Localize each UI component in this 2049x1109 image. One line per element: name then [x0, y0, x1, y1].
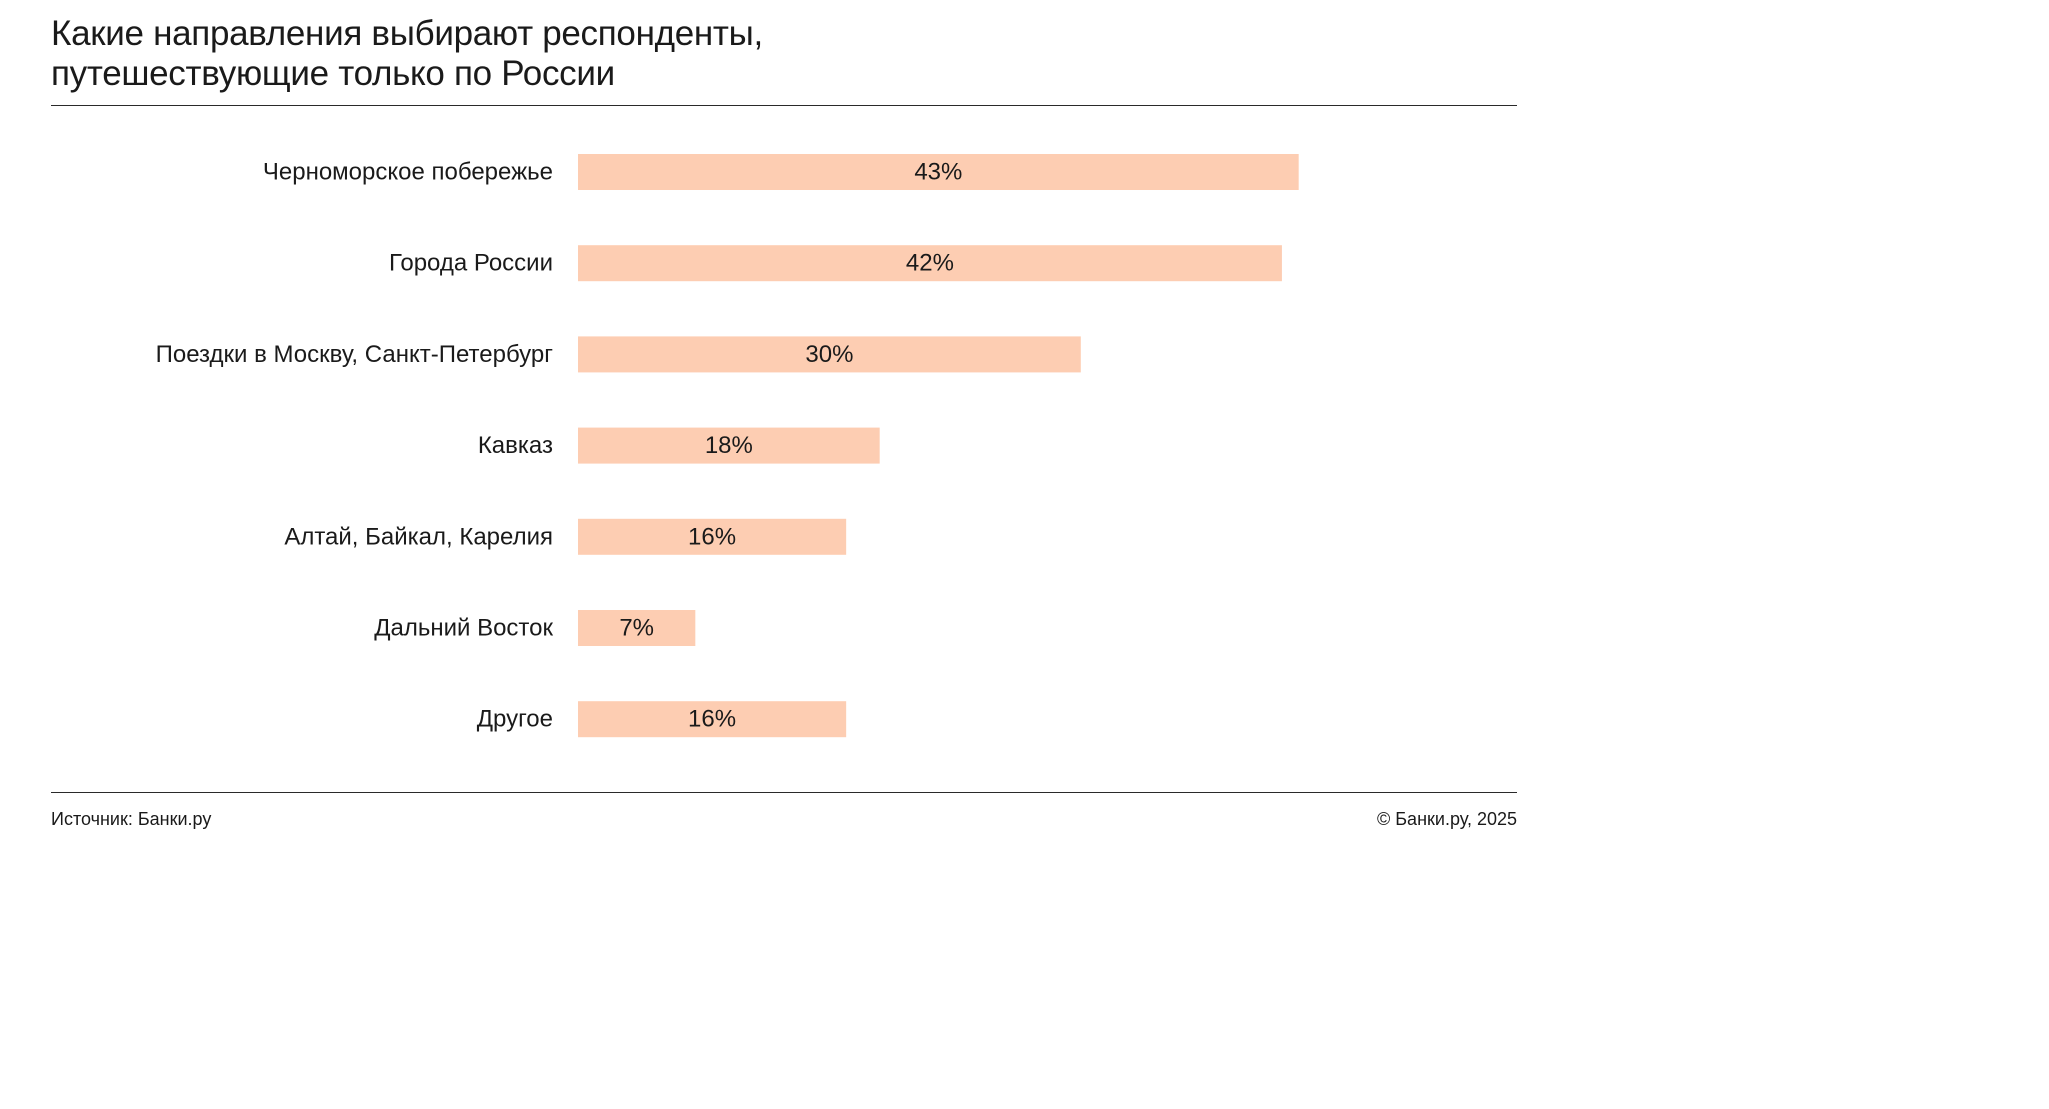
category-label: Кавказ — [478, 432, 553, 459]
bar-value-label: 7% — [619, 615, 654, 642]
chart-title: Какие направления выбирают респонденты, … — [51, 14, 1151, 94]
chart-title-line-1: Какие направления выбирают респонденты, — [51, 14, 763, 53]
category-label: Черноморское побережье — [263, 159, 553, 186]
copyright-note: © Банки.ру, 2025 — [1376, 809, 1517, 829]
bar — [578, 701, 847, 738]
bar-value-label: 42% — [906, 250, 954, 277]
top-divider — [51, 105, 1517, 106]
bar — [578, 427, 880, 464]
bar — [578, 518, 847, 555]
bar-value-label: 18% — [705, 432, 753, 459]
chart-title-line-2: путешествующие только по России — [51, 54, 615, 93]
bar — [578, 154, 1299, 190]
bar-row: Города России 42% — [389, 245, 1282, 282]
bar-value-label: 30% — [805, 341, 853, 368]
bar-value-label: 43% — [914, 159, 962, 186]
bar-chart: Черноморское побережье 43% Города России 42… — [156, 154, 1299, 738]
bar-row: Другое 16% — [477, 701, 847, 738]
bar-row: Поездки в Москву, Санкт-Петербург 30% — [156, 336, 1081, 373]
category-label: Поездки в Москву, Санкт-Петербург — [156, 341, 554, 368]
bar — [578, 245, 1282, 282]
bar — [578, 610, 696, 646]
bottom-divider — [51, 792, 1517, 793]
bar-row: Дальний Восток 7% — [374, 610, 696, 646]
category-label: Дальний Восток — [374, 615, 553, 642]
source-note: Источник: Банки.ру — [51, 809, 212, 829]
bar-row: Алтай, Байкал, Карелия 16% — [284, 518, 847, 555]
bar-row: Кавказ 18% — [478, 427, 880, 464]
bar-value-label: 16% — [688, 706, 736, 733]
bar-value-label: 16% — [688, 523, 736, 550]
bar-row: Черноморское побережье 43% — [263, 154, 1299, 190]
bar — [578, 336, 1081, 373]
category-label: Другое — [477, 706, 553, 733]
category-label: Алтай, Байкал, Карелия — [284, 523, 553, 550]
category-label: Города России — [389, 250, 553, 277]
